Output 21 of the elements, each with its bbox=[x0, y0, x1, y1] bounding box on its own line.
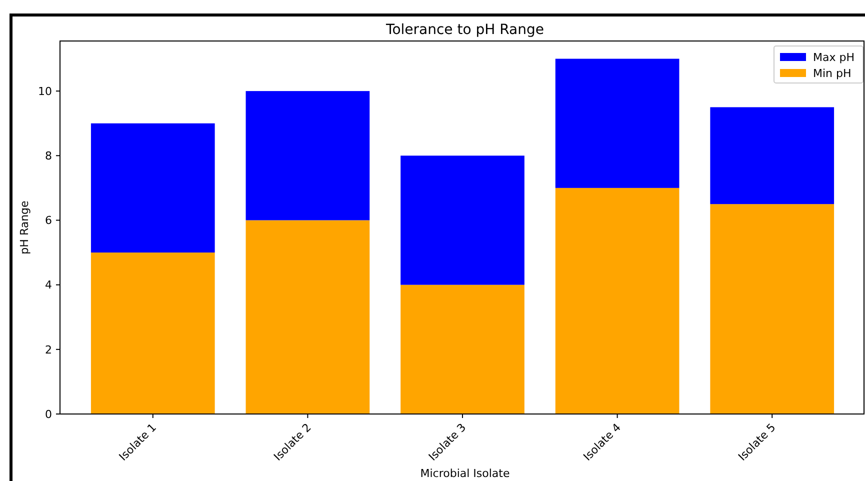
bar bbox=[710, 204, 834, 414]
legend-label: Max pH bbox=[813, 51, 854, 64]
y-tick-label: 4 bbox=[45, 278, 52, 292]
y-tick-label: 6 bbox=[45, 214, 52, 228]
bar bbox=[90, 252, 215, 414]
bar bbox=[90, 123, 215, 253]
legend-label: Min pH bbox=[813, 67, 852, 80]
chart-title: Tolerance to pH Range bbox=[385, 22, 544, 38]
y-tick-label: 2 bbox=[45, 343, 52, 356]
bar bbox=[246, 91, 370, 220]
y-axis-title: pH Range bbox=[18, 200, 31, 254]
bar bbox=[710, 107, 834, 204]
bar bbox=[400, 156, 524, 285]
bar bbox=[246, 220, 370, 414]
bar bbox=[555, 188, 680, 414]
bar bbox=[555, 58, 680, 188]
y-tick-label: 0 bbox=[45, 408, 52, 421]
x-axis-title: Microbial Isolate bbox=[420, 467, 510, 480]
y-tick-label: 8 bbox=[45, 149, 52, 162]
y-tick-label: 10 bbox=[38, 84, 52, 98]
bar bbox=[400, 284, 524, 414]
